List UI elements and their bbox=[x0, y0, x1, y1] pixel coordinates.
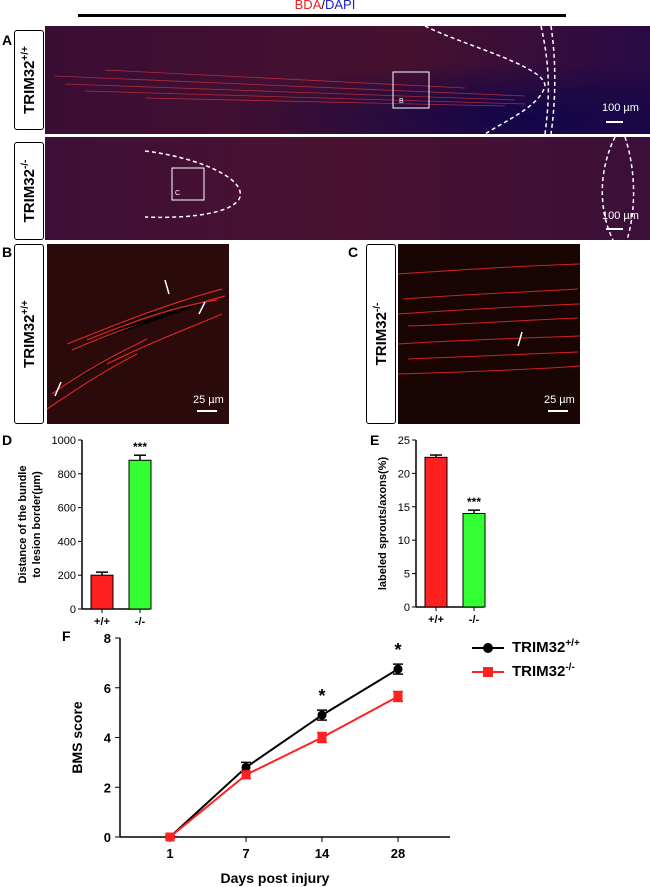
genotype-label-b: TRIM32+/+ bbox=[14, 244, 44, 424]
significance-label: * bbox=[394, 640, 401, 660]
y-tick-label: 2 bbox=[104, 780, 111, 795]
stain-bda: BDA bbox=[294, 0, 322, 12]
y-tick-label: 0 bbox=[70, 604, 76, 616]
panel-letter-f: F bbox=[62, 628, 71, 644]
micrograph-b: 25 µm bbox=[47, 244, 229, 424]
legend-wt: TRIM32+/+ bbox=[512, 638, 580, 656]
micrograph-a-ko: C 100 µm bbox=[45, 137, 650, 240]
inset-b-marker: B bbox=[399, 98, 404, 105]
micrograph-a-wt: B 100 µm bbox=[45, 26, 650, 134]
data-point bbox=[165, 832, 175, 842]
x-tick-label: +/+ bbox=[428, 614, 444, 626]
panel-letter-e: E bbox=[370, 432, 380, 448]
y-tick-label: 15 bbox=[398, 502, 410, 514]
data-point bbox=[241, 770, 251, 780]
chart-e: 0 5 10 15 20 25 +/+ -/- *** labeled sprouts/axons… bbox=[377, 435, 486, 626]
inset-c-marker: C bbox=[175, 190, 181, 197]
y-tick-label: 400 bbox=[58, 536, 76, 548]
stain-dapi: DAPI bbox=[325, 0, 356, 12]
significance-label: * bbox=[318, 686, 325, 706]
y-tick-label: 20 bbox=[398, 468, 410, 480]
significance-label: *** bbox=[467, 495, 481, 509]
x-tick-label: 1 bbox=[166, 846, 173, 861]
y-tick-label: 25 bbox=[398, 435, 410, 447]
legend-ko: TRIM32-/- bbox=[512, 662, 575, 680]
data-point bbox=[393, 691, 403, 701]
legend-symbols bbox=[472, 643, 504, 677]
x-tick-label: +/+ bbox=[94, 616, 110, 626]
micrograph-a-wt-overlay bbox=[54, 26, 623, 134]
stain-title: BDA/DAPI bbox=[0, 0, 650, 12]
micrograph-c-overlay bbox=[398, 263, 580, 412]
scale-bar-a-bottom: 100 µm bbox=[602, 210, 639, 222]
genotype-label-a-ko: TRIM32-/- bbox=[14, 142, 44, 240]
bar bbox=[424, 456, 448, 608]
genotype-label-c: TRIM32-/- bbox=[366, 244, 396, 424]
bar bbox=[128, 459, 152, 610]
x-axis-title: Days post injury bbox=[221, 870, 330, 886]
y-tick-label: 0 bbox=[104, 830, 111, 845]
series-line bbox=[169, 695, 399, 838]
bar bbox=[90, 574, 114, 610]
micrograph-b-overlay bbox=[47, 279, 226, 412]
data-point bbox=[317, 733, 327, 742]
y-tick-label: 6 bbox=[104, 681, 111, 696]
y-axis-title-line2: to lesion border(µm) bbox=[31, 471, 43, 578]
scale-bar-a-top: 100 µm bbox=[602, 102, 639, 114]
micrograph-a-ko-overlay bbox=[144, 137, 635, 240]
scale-bar-c: 25 µm bbox=[544, 394, 575, 406]
series-line bbox=[169, 668, 399, 838]
bar bbox=[462, 512, 486, 608]
stain-sep: / bbox=[321, 0, 325, 12]
micrograph-c: 25 µm bbox=[398, 244, 580, 424]
panel-letter-c: C bbox=[348, 244, 359, 260]
panel-letter-d: D bbox=[2, 432, 13, 448]
y-axis-title: labeled sprouts/axons(%) bbox=[377, 457, 389, 591]
y-tick-label: 800 bbox=[58, 469, 76, 481]
y-tick-label: 8 bbox=[104, 631, 111, 646]
chart-f: 0 2 4 6 8 1 7 14 28 Days post injury BMS score * * bbox=[69, 631, 450, 886]
scale-bar-b: 25 µm bbox=[193, 394, 224, 406]
y-tick-label: 0 bbox=[404, 602, 410, 614]
y-tick-label: 5 bbox=[404, 569, 410, 581]
data-point bbox=[317, 710, 327, 720]
header-line bbox=[78, 14, 566, 17]
x-tick-label: 14 bbox=[315, 846, 330, 861]
y-tick-label: 200 bbox=[58, 570, 76, 582]
data-point bbox=[393, 664, 403, 674]
data-point bbox=[241, 762, 251, 772]
y-tick-label: 1000 bbox=[52, 435, 76, 447]
significance-label: *** bbox=[133, 440, 147, 454]
panel-letter-b: B bbox=[2, 244, 13, 260]
genotype-label-a-wt: TRIM32+/+ bbox=[14, 30, 44, 130]
x-tick-label: -/- bbox=[469, 614, 480, 626]
panel-letter-a: A bbox=[2, 32, 13, 48]
y-tick-label: 10 bbox=[398, 535, 410, 547]
y-tick-label: 4 bbox=[104, 731, 112, 746]
y-tick-label: 600 bbox=[58, 503, 76, 515]
y-axis-title: BMS score bbox=[69, 701, 85, 774]
legend-f: TRIM32+/+ TRIM32-/- bbox=[470, 636, 640, 696]
x-tick-label: 7 bbox=[242, 846, 249, 861]
chart-d: 0 200 400 600 800 1000 +/+ -/- *** Distance of th… bbox=[17, 435, 152, 626]
x-tick-label: 28 bbox=[391, 846, 405, 861]
x-tick-label: -/- bbox=[135, 616, 146, 626]
y-axis-title-line1: Distance of the bundle bbox=[17, 466, 29, 584]
